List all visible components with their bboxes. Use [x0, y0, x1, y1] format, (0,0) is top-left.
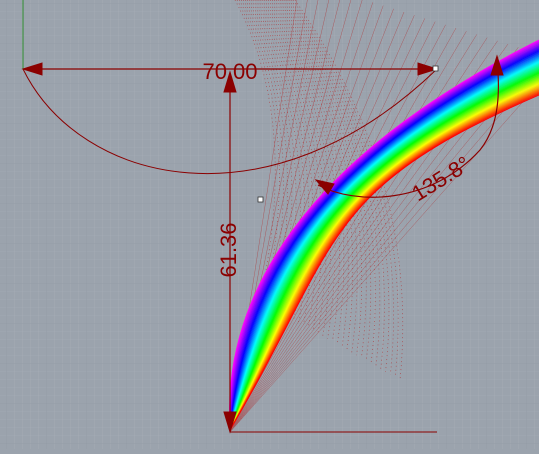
arrowhead-up-icon: [223, 70, 237, 93]
dotted-guide: [263, 0, 336, 339]
construction-ray: [229, 68, 539, 433]
rainbow-strand: [229, 54, 539, 431]
rainbow-strand: [229, 44, 539, 431]
dotted-guide: [238, 0, 284, 306]
rainbow-strand: [229, 79, 539, 431]
rainbow-strand: [229, 57, 539, 431]
arrowhead-angle-end-icon: [490, 54, 504, 76]
rainbow-strand: [229, 75, 539, 431]
rainbow-strand: [229, 82, 539, 431]
arrowhead-right-icon: [417, 62, 439, 76]
rainbow-strand: [229, 67, 539, 431]
square-handle-icon[interactable]: [257, 196, 264, 203]
rainbow-strand: [229, 50, 539, 431]
rainbow-strand: [229, 83, 539, 431]
construction-ray: [229, 31, 467, 433]
rainbow-strand: [229, 70, 539, 431]
arrowhead-angle-start-icon: [314, 179, 335, 195]
dotted-guide: [290, 0, 394, 375]
rainbow-strand: [229, 42, 539, 431]
dotted-guide: [247, 0, 301, 317]
rainbow-strand: [229, 63, 539, 431]
rainbow-strand: [229, 73, 539, 431]
rainbow-strand: [229, 47, 539, 431]
dotted-guide: [280, 0, 372, 361]
rainbow-strand: [229, 69, 539, 431]
rainbow-strand: [229, 41, 539, 431]
rainbow-strand: [229, 64, 539, 431]
rainbow-strand: [229, 78, 539, 431]
rainbow-strand: [229, 65, 539, 431]
construction-arc: [22, 68, 438, 175]
rainbow-strand: [229, 72, 539, 431]
dotted-guide: [278, 0, 367, 358]
dotted-guide: [245, 0, 297, 314]
rainbow-strand: [229, 51, 539, 431]
construction-ray: [229, 83, 539, 433]
dotted-guide: [236, 0, 280, 303]
arrowhead-left-icon: [21, 62, 43, 76]
rainbow-strand: [229, 46, 539, 431]
rainbow-strand: [229, 76, 539, 431]
rainbow-strand: [229, 68, 539, 431]
rainbow-strand: [229, 80, 539, 431]
rainbow-strand: [229, 62, 539, 431]
rainbow-strand: [229, 71, 539, 431]
rainbow-strand: [229, 56, 539, 431]
rainbow-strand: [229, 49, 539, 431]
rainbow-strand: [229, 60, 539, 431]
rainbow-strand: [229, 48, 539, 431]
dotted-guide: [253, 0, 314, 325]
vertical-dimension[interactable]: 61.36: [216, 70, 241, 434]
rainbow-strand: [229, 58, 539, 431]
rainbow-strand: [229, 81, 539, 431]
vertical-dimension-label: 61.36: [216, 222, 241, 277]
rainbow-strand: [229, 77, 539, 431]
rainbow-strand: [229, 75, 539, 431]
dotted-guide: [267, 0, 345, 345]
rainbow-strand: [229, 74, 539, 431]
rainbow-strand: [229, 52, 539, 431]
rainbow-strand: [229, 47, 539, 431]
rainbow-strand: [229, 53, 539, 431]
square-handle-icon[interactable]: [432, 65, 439, 72]
dotted-guide: [259, 0, 327, 334]
rainbow-strand: [229, 40, 539, 431]
dotted-guide: [269, 0, 349, 347]
rainbow-strand: [229, 59, 539, 431]
rainbow-strand: [229, 39, 539, 431]
rainbow-strand: [229, 55, 539, 431]
arrowhead-down-icon: [223, 411, 237, 434]
rainbow-strand: [229, 61, 539, 431]
rainbow-strand: [229, 45, 539, 431]
rainbow-surface-strands: [229, 39, 539, 431]
dotted-guide: [249, 0, 305, 320]
rainbow-strand: [229, 66, 539, 431]
rainbow-strand: [229, 94, 539, 431]
rainbow-strand: [229, 43, 539, 431]
rainbow-strand: [229, 61, 539, 431]
